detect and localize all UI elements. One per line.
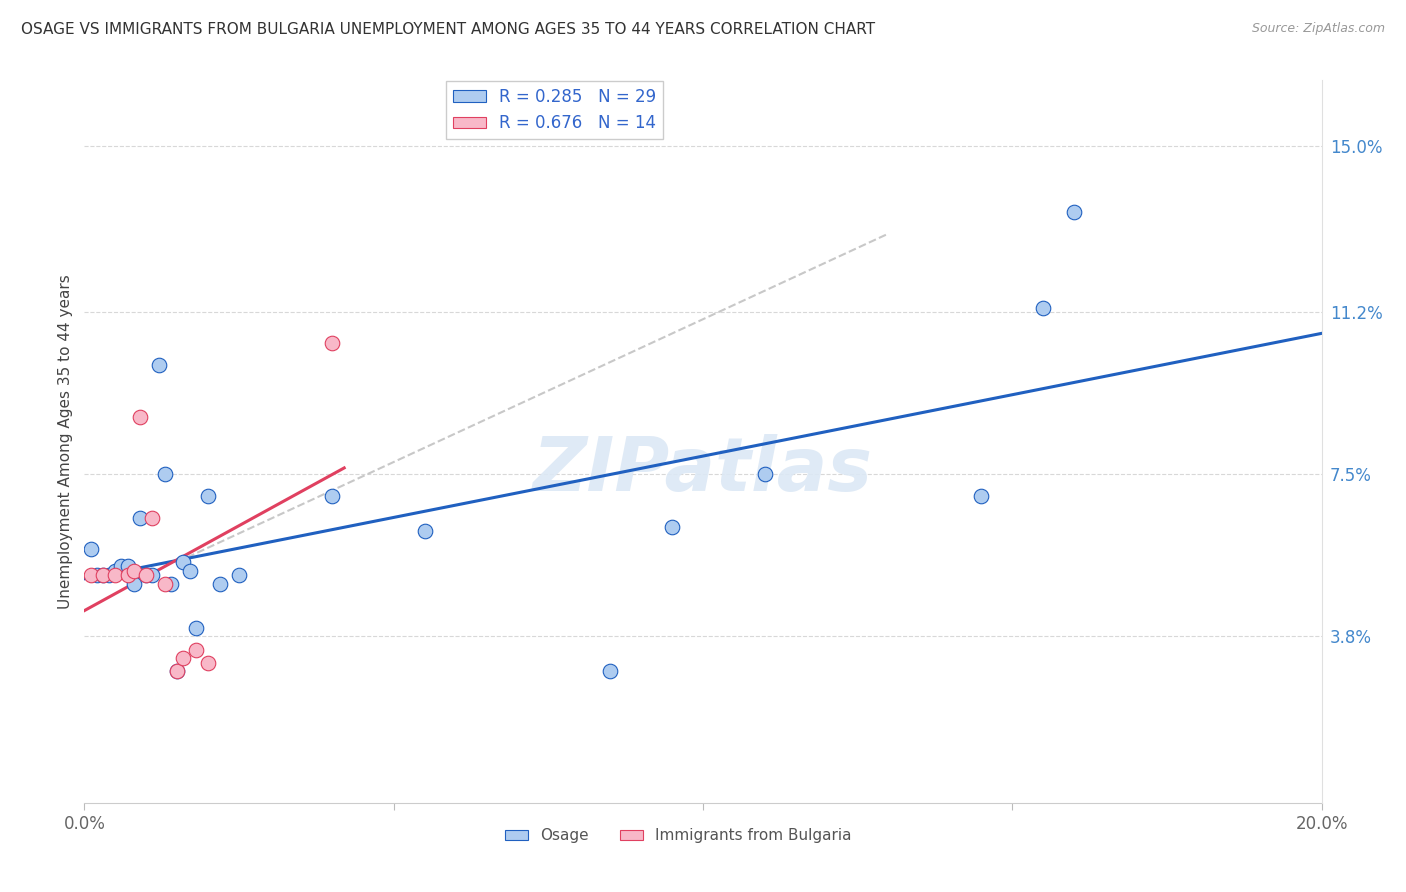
Point bbox=[754, 467, 776, 482]
Point bbox=[1032, 301, 1054, 315]
Point bbox=[172, 555, 194, 569]
Point bbox=[197, 489, 219, 503]
Point bbox=[661, 520, 683, 534]
Point bbox=[153, 577, 176, 591]
Point bbox=[122, 564, 145, 578]
Point bbox=[184, 621, 207, 635]
Point bbox=[129, 410, 152, 425]
Legend: Osage, Immigrants from Bulgaria: Osage, Immigrants from Bulgaria bbox=[499, 822, 858, 849]
Point bbox=[166, 665, 188, 679]
Point bbox=[184, 642, 207, 657]
Point bbox=[135, 568, 157, 582]
Point bbox=[413, 524, 436, 539]
Point bbox=[970, 489, 993, 503]
Point bbox=[91, 568, 114, 582]
Text: Source: ZipAtlas.com: Source: ZipAtlas.com bbox=[1251, 22, 1385, 36]
Point bbox=[79, 541, 101, 556]
Point bbox=[1063, 204, 1085, 219]
Point bbox=[122, 577, 145, 591]
Point bbox=[153, 467, 176, 482]
Point bbox=[228, 568, 250, 582]
Point bbox=[91, 568, 114, 582]
Point bbox=[141, 568, 163, 582]
Point bbox=[86, 568, 108, 582]
Point bbox=[79, 568, 101, 582]
Point bbox=[321, 489, 343, 503]
Point bbox=[135, 568, 157, 582]
Text: OSAGE VS IMMIGRANTS FROM BULGARIA UNEMPLOYMENT AMONG AGES 35 TO 44 YEARS CORRELA: OSAGE VS IMMIGRANTS FROM BULGARIA UNEMPL… bbox=[21, 22, 875, 37]
Point bbox=[117, 559, 139, 574]
Point bbox=[172, 651, 194, 665]
Point bbox=[599, 665, 621, 679]
Point bbox=[110, 559, 132, 574]
Point bbox=[321, 336, 343, 351]
Point bbox=[179, 564, 201, 578]
Point bbox=[197, 656, 219, 670]
Point bbox=[141, 511, 163, 525]
Text: ZIPatlas: ZIPatlas bbox=[533, 434, 873, 507]
Point bbox=[104, 568, 127, 582]
Point bbox=[166, 665, 188, 679]
Point bbox=[209, 577, 232, 591]
Point bbox=[104, 564, 127, 578]
Point bbox=[98, 568, 121, 582]
Point bbox=[148, 358, 170, 372]
Point bbox=[129, 511, 152, 525]
Point bbox=[160, 577, 183, 591]
Point bbox=[117, 568, 139, 582]
Y-axis label: Unemployment Among Ages 35 to 44 years: Unemployment Among Ages 35 to 44 years bbox=[58, 274, 73, 609]
